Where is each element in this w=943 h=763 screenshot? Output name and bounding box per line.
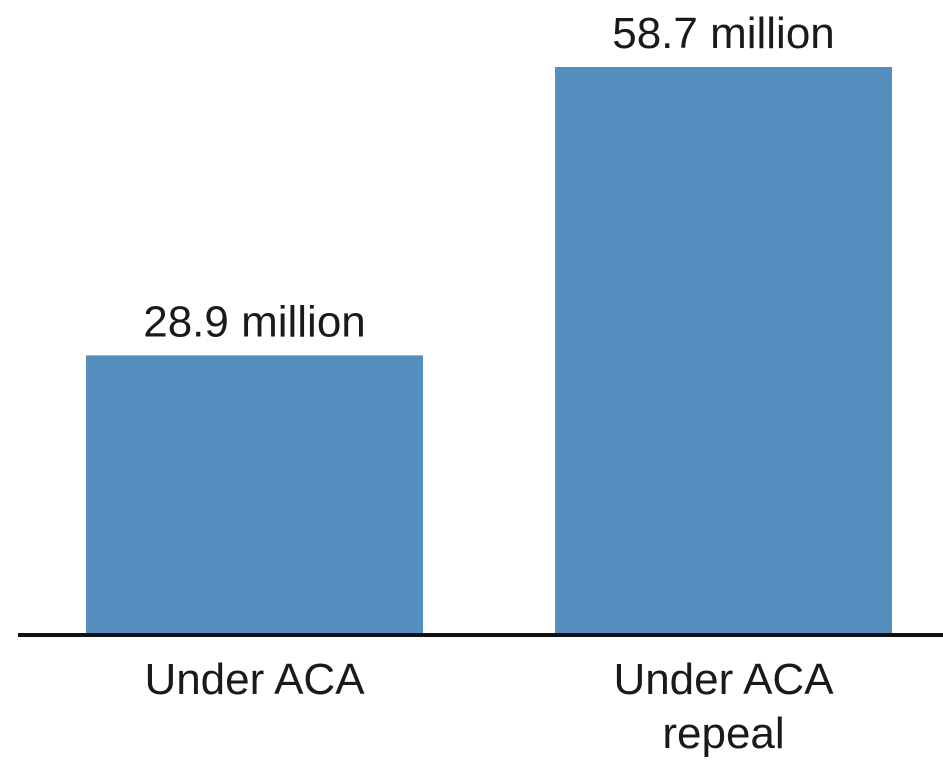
category-label-2-line-1: Under ACA <box>613 655 834 704</box>
value-label-1: 28.9 million <box>143 297 366 346</box>
bar-2 <box>555 67 892 635</box>
bars-group <box>86 67 892 635</box>
category-label-2-line-2: repeal <box>662 709 784 758</box>
value-label-2: 58.7 million <box>612 9 835 58</box>
category-label-1-line-1: Under ACA <box>144 655 365 704</box>
category-labels-group: Under ACA Under ACA repeal <box>144 655 834 758</box>
bar-1 <box>86 355 423 635</box>
value-labels-group: 28.9 million 58.7 million <box>143 9 835 346</box>
